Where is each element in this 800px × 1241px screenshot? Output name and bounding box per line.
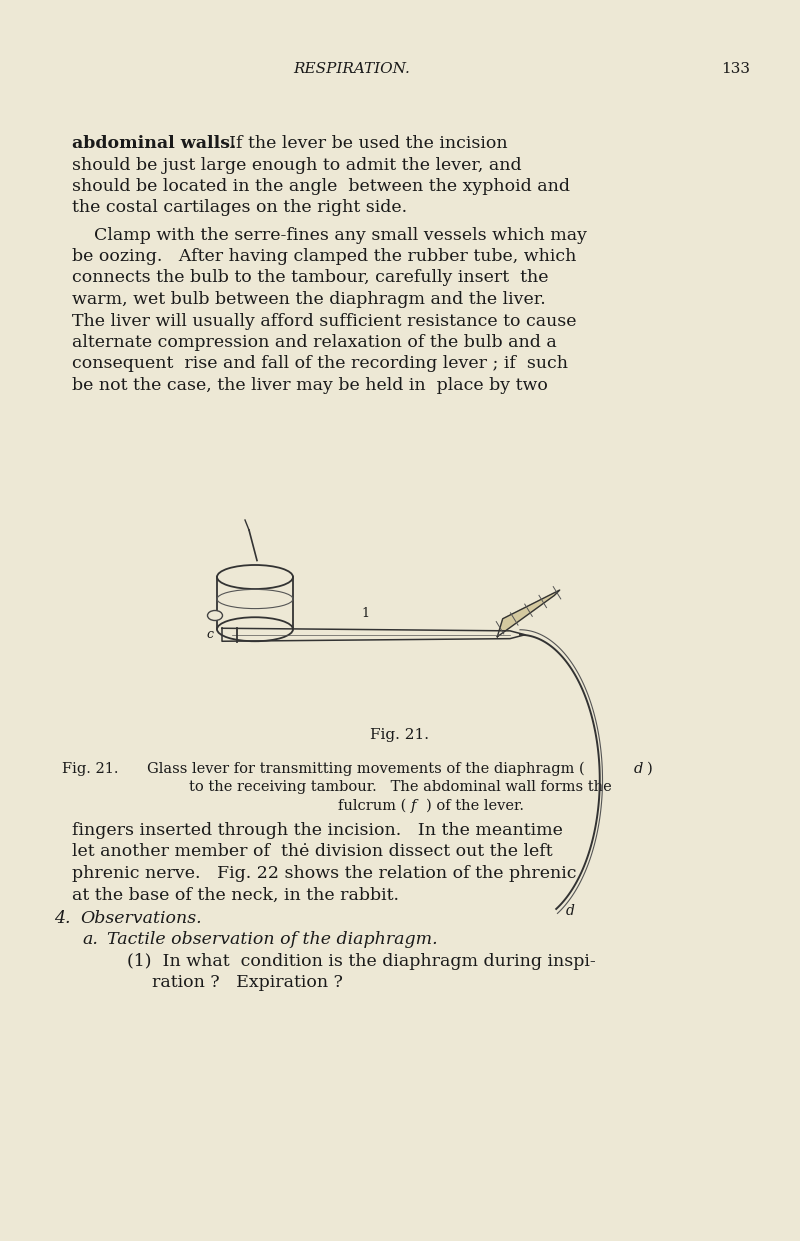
Text: Glass lever for transmitting movements of the diaphragm (: Glass lever for transmitting movements o…	[147, 762, 585, 777]
Text: c: c	[206, 628, 214, 640]
Text: fingers inserted through the incision.   In the meantime: fingers inserted through the incision. I…	[72, 822, 563, 839]
Text: Fig. 21.: Fig. 21.	[62, 762, 118, 776]
Text: fulcrum (: fulcrum (	[338, 799, 406, 813]
Text: Tactile observation of the diaphragm.: Tactile observation of the diaphragm.	[107, 932, 438, 948]
Text: Clamp with the serre-fines any small vessels which may: Clamp with the serre-fines any small ves…	[72, 227, 587, 243]
Text: should be located in the angle  between the xyphoid and: should be located in the angle between t…	[72, 177, 570, 195]
Text: be not the case, the liver may be held in  place by two: be not the case, the liver may be held i…	[72, 377, 548, 393]
Text: ration ?   Expiration ?: ration ? Expiration ?	[152, 974, 343, 992]
Text: 4.: 4.	[54, 910, 70, 927]
Text: ) of the lever.: ) of the lever.	[426, 799, 524, 813]
Text: alternate compression and relaxation of the bulb and a: alternate compression and relaxation of …	[72, 334, 557, 351]
Text: at the base of the neck, in the rabbit.: at the base of the neck, in the rabbit.	[72, 886, 399, 903]
Text: ): )	[647, 762, 653, 776]
Text: RESPIRATION.: RESPIRATION.	[294, 62, 410, 76]
Text: Observations.: Observations.	[80, 910, 202, 927]
Text: warm, wet bulb between the diaphragm and the liver.: warm, wet bulb between the diaphragm and…	[72, 290, 546, 308]
Ellipse shape	[217, 617, 293, 642]
Text: Fig. 21.: Fig. 21.	[370, 728, 430, 742]
Text: (1)  In what  condition is the diaphragm during inspi-: (1) In what condition is the diaphragm d…	[127, 953, 596, 970]
Text: should be just large enough to admit the lever, and: should be just large enough to admit the…	[72, 156, 522, 174]
Text: 1: 1	[361, 607, 369, 620]
Text: the costal cartilages on the right side.: the costal cartilages on the right side.	[72, 200, 407, 216]
Text: d: d	[566, 903, 575, 918]
Text: If the lever be used the incision: If the lever be used the incision	[207, 135, 508, 151]
Text: 133: 133	[721, 62, 750, 76]
Text: let another member of  thė division dissect out the left: let another member of thė division diss…	[72, 844, 553, 860]
Text: The liver will usually afford sufficient resistance to cause: The liver will usually afford sufficient…	[72, 313, 577, 330]
Text: a.: a.	[82, 932, 98, 948]
Text: d: d	[634, 762, 643, 776]
Text: phrenic nerve.   Fig. 22 shows the relation of the phrenic: phrenic nerve. Fig. 22 shows the relatio…	[72, 865, 577, 882]
Ellipse shape	[207, 611, 222, 620]
Text: connects the bulb to the tambour, carefully insert  the: connects the bulb to the tambour, carefu…	[72, 269, 549, 287]
Polygon shape	[498, 589, 560, 637]
Text: be oozing.   After having clamped the rubber tube, which: be oozing. After having clamped the rubb…	[72, 248, 576, 266]
Polygon shape	[222, 628, 525, 642]
Text: f: f	[411, 799, 416, 813]
Text: abdominal walls.: abdominal walls.	[72, 135, 236, 151]
Text: to the receiving tambour.   The abdominal wall forms the: to the receiving tambour. The abdominal …	[189, 781, 611, 794]
Text: consequent  rise and fall of the recording lever ; if  such: consequent rise and fall of the recordin…	[72, 355, 568, 372]
